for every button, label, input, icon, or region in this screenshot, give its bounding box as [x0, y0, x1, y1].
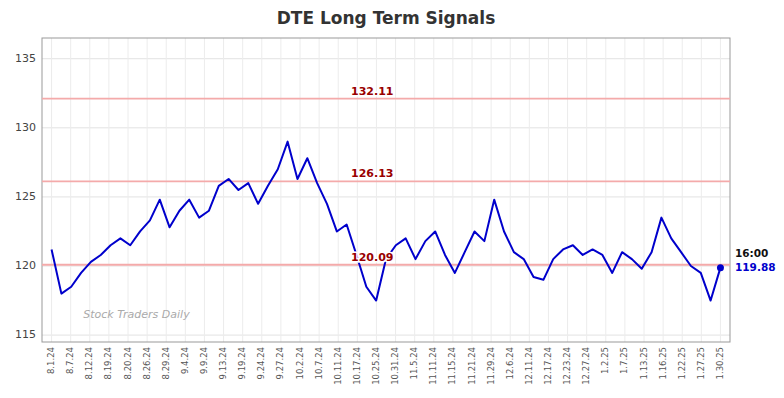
x-grid-line [663, 38, 664, 342]
y-grid-line [42, 335, 730, 336]
x-tick-label: 9.19.24 [237, 347, 247, 379]
watermark: Stock Traders Daily [83, 308, 190, 321]
x-tick-label: 12.23.24 [562, 347, 572, 385]
y-tick-label: 135 [15, 52, 36, 65]
x-tick-label: 1.22.25 [677, 347, 687, 379]
end-time-label: 16:00 [735, 247, 768, 259]
x-grid-line [128, 38, 129, 342]
x-tick-label: 10.31.24 [390, 347, 400, 385]
x-tick-label: 12.11.24 [524, 347, 534, 385]
x-tick-label: 9.4.24 [180, 347, 190, 374]
x-tick-label: 12.17.24 [543, 347, 553, 385]
x-grid-line [644, 38, 645, 342]
signal-label: 132.11 [351, 85, 393, 98]
end-dot [717, 264, 724, 271]
x-tick-label: 11.29.24 [486, 347, 496, 385]
x-grid-line [720, 38, 721, 342]
x-tick-label: 11.5.24 [409, 347, 419, 379]
y-tick-label: 125 [15, 190, 36, 203]
x-grid-line [242, 38, 243, 342]
x-grid-line [491, 38, 492, 342]
x-tick-label: 11.15.24 [447, 347, 457, 385]
y-grid-line [42, 58, 730, 59]
y-axis: 115 120 125 130 135 [15, 52, 36, 341]
y-grid-line [42, 127, 730, 128]
signal-line [42, 98, 730, 100]
x-grid-line [204, 38, 205, 342]
x-grid-line [89, 38, 90, 342]
x-grid-line [108, 38, 109, 342]
y-tick-label: 120 [15, 259, 36, 272]
x-grid-line [529, 38, 530, 342]
x-grid-line [701, 38, 702, 342]
x-grid-line [147, 38, 148, 342]
x-tick-label: 11.21.24 [467, 347, 477, 385]
price-line [52, 142, 721, 301]
x-grid-line [605, 38, 606, 342]
x-grid-line [414, 38, 415, 342]
y-tick-label: 115 [15, 328, 36, 341]
x-grid-line [567, 38, 568, 342]
x-tick-label: 1.13.25 [639, 347, 649, 379]
signal-labels: 132.11 126.13 120.09 [351, 85, 393, 264]
y-grid-line [42, 196, 730, 197]
x-tick-label: 8.20.24 [123, 347, 133, 379]
signal-line [42, 180, 730, 182]
x-grid-line [433, 38, 434, 342]
x-grid-line [548, 38, 549, 342]
x-tick-label: 12.6.24 [505, 347, 515, 379]
x-grid-line [70, 38, 71, 342]
x-tick-label: 9.13.24 [218, 347, 228, 379]
signal-line [42, 264, 730, 266]
x-tick-label: 8.19.24 [103, 347, 113, 379]
x-tick-label: 9.27.24 [275, 347, 285, 379]
grid [42, 38, 730, 342]
x-grid-line [185, 38, 186, 342]
x-grid-line [624, 38, 625, 342]
x-tick-label: 1.30.25 [715, 347, 725, 379]
x-tick-label: 8.1.24 [46, 347, 56, 374]
x-tick-label: 8.29.24 [161, 347, 171, 379]
x-grid-line [472, 38, 473, 342]
x-tick-label: 1.7.25 [619, 347, 629, 374]
x-grid-line [338, 38, 339, 342]
x-tick-label: 1.27.25 [696, 347, 706, 379]
title: DTE Long Term Signals [277, 8, 496, 28]
x-tick-label: 1.2.25 [600, 347, 610, 374]
x-tick-label: 10.7.24 [314, 347, 324, 379]
x-grid-line [682, 38, 683, 342]
y-grid-line [42, 266, 730, 267]
end-price-label: 119.88 [735, 261, 776, 273]
signal-label: 126.13 [351, 167, 393, 180]
x-grid-line [395, 38, 396, 342]
x-grid-line [51, 38, 52, 342]
x-tick-label: 12.27.24 [581, 347, 591, 385]
x-tick-label: 10.25.24 [371, 347, 381, 385]
x-tick-label: 9.9.24 [199, 347, 209, 374]
x-grid-line [452, 38, 453, 342]
x-grid-line [166, 38, 167, 342]
x-tick-label: 8.7.24 [65, 347, 75, 374]
x-grid-line [586, 38, 587, 342]
x-grid-line [261, 38, 262, 342]
x-grid-line [510, 38, 511, 342]
x-tick-label: 10.17.24 [352, 347, 362, 385]
x-tick-label: 11.11.24 [428, 347, 438, 385]
x-tick-label: 8.26.24 [142, 347, 152, 379]
signal-label: 120.09 [351, 251, 393, 264]
x-axis: 8.1.24 8.7.24 8.12.24 8.19.24 8.20.24 8.26.24… [46, 347, 725, 385]
x-tick-label: 9.24.24 [256, 347, 266, 379]
x-tick-label: 8.12.24 [84, 347, 94, 379]
x-grid-line [223, 38, 224, 342]
plot-frame [42, 38, 730, 342]
chart: DTE Long Term Signals 115 120 125 130 135 8.1.… [0, 0, 784, 398]
x-tick-label: 10.11.24 [333, 347, 343, 385]
plot-area [42, 99, 730, 301]
x-grid-line [300, 38, 301, 342]
x-grid-line [280, 38, 281, 342]
y-tick-label: 130 [15, 121, 36, 134]
x-grid-line [357, 38, 358, 342]
x-tick-label: 10.2.24 [295, 347, 305, 379]
x-tick-label: 1.16.25 [658, 347, 668, 379]
